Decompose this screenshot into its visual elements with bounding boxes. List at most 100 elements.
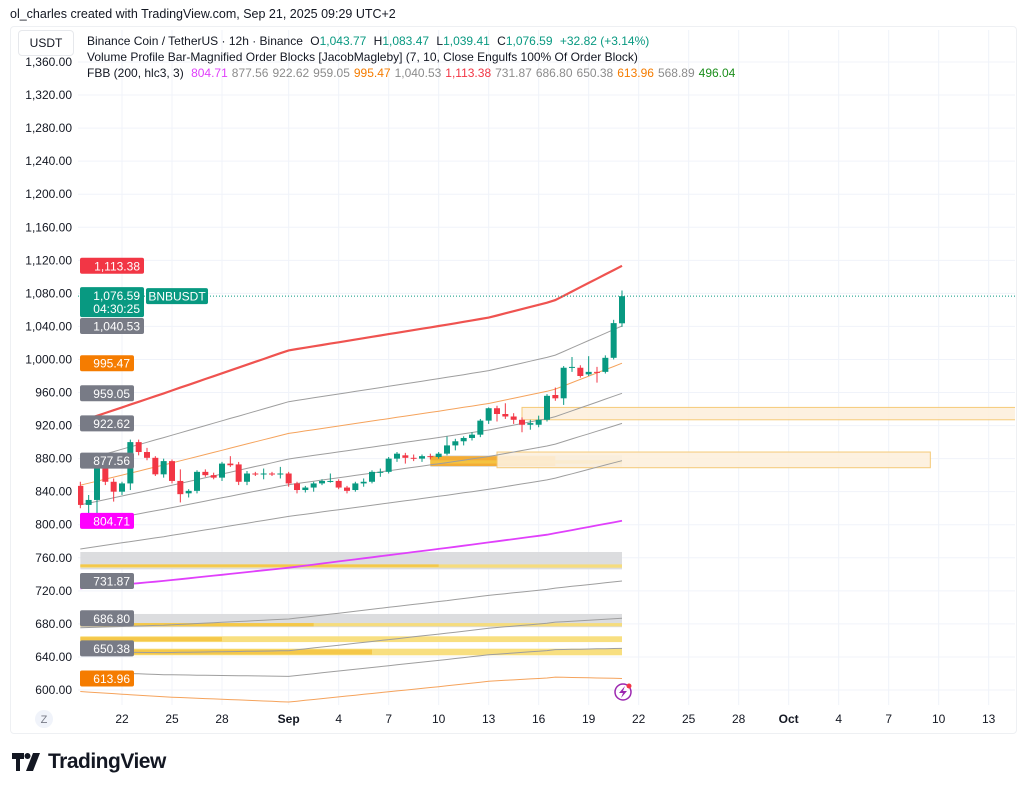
candle-body	[252, 473, 259, 475]
chart-frame	[10, 26, 1017, 734]
candle-body	[102, 467, 109, 482]
price-badge	[80, 415, 134, 432]
y-tick-label: 760.00	[35, 551, 72, 565]
candle-body	[285, 473, 292, 484]
x-tick-label: 13	[982, 712, 996, 726]
candle-body	[552, 395, 559, 399]
candle-body	[602, 357, 609, 372]
candle-body	[419, 456, 425, 459]
timezone-button[interactable]	[35, 710, 53, 728]
y-tick-label: 680.00	[35, 617, 72, 631]
fbb-value: 1,113.38	[445, 66, 492, 80]
x-tick-label: 22	[632, 712, 646, 726]
candle-body	[469, 434, 475, 438]
y-tick-label: 1,200.00	[25, 187, 72, 201]
ohlc-low-label: L	[436, 34, 444, 48]
fbb-line	[80, 392, 623, 506]
fbb-value: 877.56	[231, 66, 269, 80]
candle-body	[160, 461, 167, 475]
lightning-icon-ring	[614, 683, 632, 701]
x-tick-label: Sep	[278, 712, 300, 726]
currency-unit-button[interactable]: USDT	[18, 30, 74, 56]
price-badge-label: 1,040.53	[93, 319, 140, 333]
candle-body	[344, 487, 350, 491]
price-badge	[80, 452, 134, 469]
candle-body	[502, 414, 509, 417]
timezone-label: Z	[41, 714, 48, 726]
x-tick-label: 13	[482, 712, 496, 726]
price-badge-label: 995.47	[93, 357, 130, 371]
x-tick-label: Oct	[779, 712, 799, 726]
lightning-icon-bolt	[619, 686, 627, 698]
candle-body	[402, 455, 409, 458]
indicator-legend-order-blocks[interactable]: Volume Profile Bar-Magnified Order Block…	[87, 50, 642, 64]
price-badge	[80, 670, 134, 687]
ohlc-high-value: 1,083.47	[382, 34, 430, 48]
plot-area	[78, 264, 1015, 703]
x-tick-label: 7	[385, 712, 392, 726]
y-tick-label: 640.00	[35, 650, 72, 664]
volume-bar	[80, 623, 314, 627]
fbb-value: 731.87	[495, 66, 532, 80]
candle-body	[260, 473, 267, 475]
price-badge	[80, 610, 134, 627]
candle-body	[460, 437, 467, 442]
y-tick-label: 1,080.00	[25, 286, 72, 300]
fbb-value: 959.05	[313, 66, 350, 80]
candle-body	[144, 452, 150, 458]
candle-body	[544, 395, 550, 420]
indicator-legend-fbb[interactable]: FBB (200, hlc3, 3) 804.71 877.56 922.62 959…	[87, 66, 743, 80]
fbb-value: 1,040.53	[394, 66, 442, 80]
y-tick-label: 1,360.00	[25, 55, 72, 69]
candle-body	[294, 483, 300, 491]
y-tick-label: 880.00	[35, 452, 72, 466]
lightning-icon[interactable]	[614, 683, 632, 701]
fbb-value: 650.38	[576, 66, 614, 80]
ohlc-close: C1,076.59	[497, 34, 552, 48]
y-tick-label: 1,120.00	[25, 253, 72, 267]
y-tick-label: 1,240.00	[25, 154, 72, 168]
candle-body	[569, 366, 575, 368]
candle-body	[185, 490, 192, 494]
fbb-line	[79, 264, 623, 423]
price-badge-label: 959.05	[93, 387, 130, 401]
y-tick-label: 840.00	[35, 485, 72, 499]
candle-body	[152, 457, 159, 475]
fbb-line	[80, 325, 623, 462]
x-tick-label: 25	[165, 712, 179, 726]
candle-body	[177, 480, 184, 495]
ohlc-close-value: 1,076.59	[505, 34, 553, 48]
price-badge	[80, 573, 134, 590]
fbb-line	[80, 580, 623, 629]
y-tick-label: 1,040.00	[25, 319, 72, 333]
price-change: +32.82 (+3.14%)	[559, 34, 650, 48]
indicator-title: FBB (200, hlc3, 3)	[87, 66, 184, 80]
tradingview-logo[interactable]: TradingView	[12, 750, 166, 774]
volume-bar	[80, 564, 439, 567]
fbb-value: 686.80	[535, 66, 573, 80]
candle-body	[577, 367, 584, 376]
candle-body	[510, 416, 517, 420]
symbol-tag	[146, 288, 208, 305]
volume-bar	[80, 623, 623, 627]
price-badge-label: 877.56	[93, 454, 130, 468]
x-tick-label: 16	[532, 712, 546, 726]
price-badge	[80, 512, 134, 529]
fbb-line	[80, 617, 623, 654]
candle-body	[119, 483, 125, 492]
candle-body	[585, 371, 592, 375]
price-badge	[80, 385, 134, 402]
symbol-tag-label: BNBUSDT	[148, 290, 206, 304]
ohlc-close-label: C	[497, 34, 506, 48]
candle-body	[452, 441, 459, 446]
price-badge-label: 686.80	[93, 612, 130, 626]
candle-body	[94, 467, 100, 500]
ohlc-low-value: 1,039.41	[443, 34, 490, 48]
x-tick-label: 4	[335, 712, 342, 726]
ohlc-open-label: O	[310, 34, 320, 48]
ohlc-open-value: 1,043.77	[319, 34, 367, 48]
x-tick-label: 28	[732, 712, 746, 726]
candle-body	[210, 475, 217, 478]
y-tick-label: 1,320.00	[25, 88, 72, 102]
